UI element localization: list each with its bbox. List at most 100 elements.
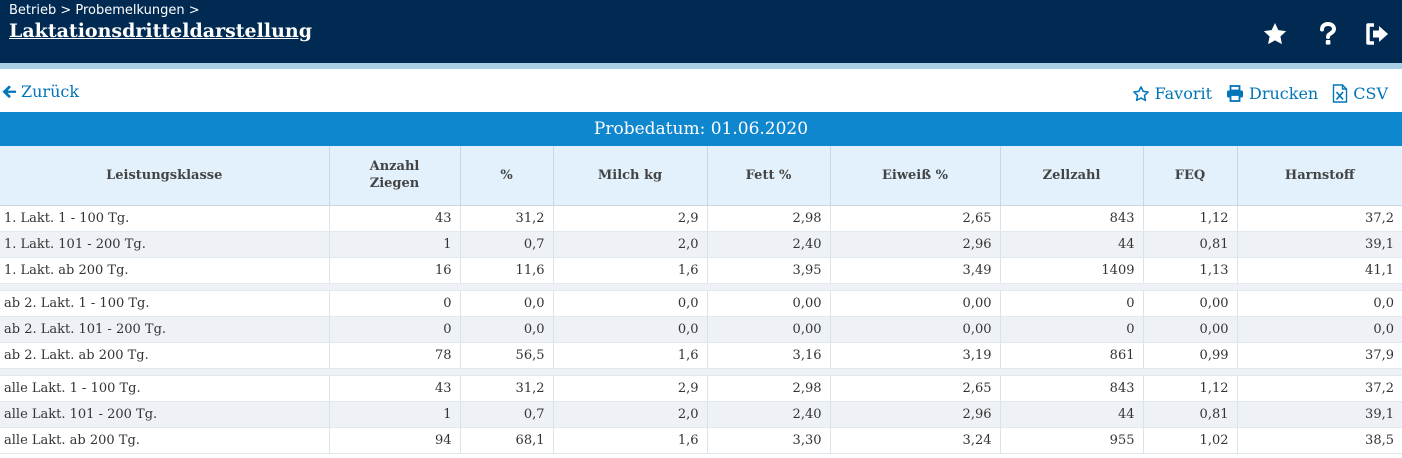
page-title[interactable]: Laktationsdritteldarstellung <box>9 20 312 42</box>
cell-harnstoff: 37,2 <box>1237 205 1402 232</box>
cell-milch: 0,0 <box>553 316 708 343</box>
group-separator-cell <box>0 283 1402 291</box>
col-header-zellzahl[interactable]: Zellzahl <box>1000 146 1144 206</box>
cell-harnstoff: 39,1 <box>1237 231 1402 258</box>
print-label: Drucken <box>1249 84 1319 103</box>
cell-zellzahl: 843 <box>1000 375 1144 402</box>
cell-milch: 1,6 <box>553 342 708 369</box>
cell-fett: 0,00 <box>707 316 831 343</box>
logout-icon[interactable] <box>1363 20 1391 48</box>
table-body: 1. Lakt. 1 - 100 Tg. 43 31,2 2,9 2,98 2,65 843… <box>0 205 1402 454</box>
cell-harnstoff: 0,0 <box>1237 290 1402 317</box>
cell-fett: 2,40 <box>707 231 831 258</box>
cell-klasse: ab 2. Lakt. ab 200 Tg. <box>0 342 330 369</box>
cell-klasse: ab 2. Lakt. 101 - 200 Tg. <box>0 316 330 343</box>
cell-anzahl: 94 <box>329 427 461 454</box>
col-header-eiweiss[interactable]: Eiweiß % <box>830 146 1001 206</box>
cell-fett: 0,00 <box>707 290 831 317</box>
cell-feq: 0,99 <box>1143 342 1238 369</box>
cell-fett: 3,16 <box>707 342 831 369</box>
table-row: ab 2. Lakt. 1 - 100 Tg. 0 0,0 0,0 0,00 0,00 0 0… <box>0 290 1402 317</box>
group-separator <box>0 283 1402 291</box>
header-stripe <box>0 63 1402 69</box>
cell-eiweiss: 3,19 <box>830 342 1001 369</box>
cell-harnstoff: 37,9 <box>1237 342 1402 369</box>
group-separator-cell <box>0 368 1402 376</box>
question-icon[interactable] <box>1314 20 1342 48</box>
cell-eiweiss: 2,96 <box>830 231 1001 258</box>
table-row: alle Lakt. ab 200 Tg. 94 68,1 1,6 3,30 3,24 95… <box>0 427 1402 454</box>
table-row: alle Lakt. 101 - 200 Tg. 1 0,7 2,0 2,40 2,96 4… <box>0 401 1402 428</box>
col-header-feq[interactable]: FEQ <box>1143 146 1238 206</box>
cell-harnstoff: 38,5 <box>1237 427 1402 454</box>
file-excel-icon <box>1333 84 1348 103</box>
arrow-left-icon <box>2 85 17 99</box>
app-header: Betrieb > Probemelkungen > Laktationsdri… <box>0 0 1402 63</box>
cell-milch: 2,0 <box>553 401 708 428</box>
col-header-fett[interactable]: Fett % <box>707 146 831 206</box>
cell-klasse: alle Lakt. 101 - 200 Tg. <box>0 401 330 428</box>
cell-anzahl: 1 <box>329 401 461 428</box>
cell-prozent: 31,2 <box>460 375 554 402</box>
cell-klasse: alle Lakt. 1 - 100 Tg. <box>0 375 330 402</box>
table-row: alle Lakt. 1 - 100 Tg. 43 31,2 2,9 2,98 2,65 8… <box>0 375 1402 402</box>
cell-feq: 0,00 <box>1143 290 1238 317</box>
col-header-anzahl-line1: Anzahl <box>369 159 420 175</box>
print-button[interactable]: Drucken <box>1226 84 1318 103</box>
cell-klasse: alle Lakt. ab 200 Tg. <box>0 427 330 454</box>
csv-label: CSV <box>1353 84 1388 103</box>
breadcrumb[interactable]: Betrieb > Probemelkungen > <box>9 3 200 18</box>
cell-milch: 1,6 <box>553 427 708 454</box>
col-header-anzahl[interactable]: Anzahl Ziegen <box>329 146 461 206</box>
cell-milch: 2,9 <box>553 205 708 232</box>
back-label: Zurück <box>21 82 80 101</box>
cell-milch: 2,9 <box>553 375 708 402</box>
cell-harnstoff: 39,1 <box>1237 401 1402 428</box>
cell-feq: 1,13 <box>1143 257 1238 284</box>
col-header-milch[interactable]: Milch kg <box>553 146 708 206</box>
cell-feq: 0,00 <box>1143 316 1238 343</box>
print-icon <box>1227 85 1244 102</box>
cell-anzahl: 43 <box>329 205 461 232</box>
cell-eiweiss: 3,49 <box>830 257 1001 284</box>
cell-klasse: 1. Lakt. 101 - 200 Tg. <box>0 231 330 258</box>
cell-prozent: 0,7 <box>460 401 554 428</box>
cell-prozent: 0,0 <box>460 290 554 317</box>
cell-prozent: 0,7 <box>460 231 554 258</box>
cell-eiweiss: 2,96 <box>830 401 1001 428</box>
cell-prozent: 31,2 <box>460 205 554 232</box>
cell-klasse: 1. Lakt. 1 - 100 Tg. <box>0 205 330 232</box>
col-header-prozent[interactable]: % <box>460 146 554 206</box>
cell-feq: 1,12 <box>1143 375 1238 402</box>
csv-button[interactable]: CSV <box>1332 84 1388 103</box>
cell-zellzahl: 44 <box>1000 401 1144 428</box>
cell-fett: 2,40 <box>707 401 831 428</box>
cell-anzahl: 16 <box>329 257 461 284</box>
cell-anzahl: 78 <box>329 342 461 369</box>
cell-zellzahl: 843 <box>1000 205 1144 232</box>
results-table-wrapper: Probedatum: 01.06.2020 Leistungsklasse A… <box>0 112 1402 454</box>
favorit-button[interactable]: Favorit <box>1132 84 1212 103</box>
group-separator <box>0 368 1402 376</box>
cell-fett: 3,30 <box>707 427 831 454</box>
toolbar-actions: Favorit Drucken CSV <box>1118 84 1388 103</box>
back-link[interactable]: Zurück <box>2 82 79 101</box>
cell-zellzahl: 955 <box>1000 427 1144 454</box>
cell-anzahl: 1 <box>329 231 461 258</box>
cell-eiweiss: 2,65 <box>830 205 1001 232</box>
cell-eiweiss: 0,00 <box>830 316 1001 343</box>
cell-fett: 3,95 <box>707 257 831 284</box>
col-header-harnstoff[interactable]: Harnstoff <box>1237 146 1402 206</box>
table-caption: Probedatum: 01.06.2020 <box>0 112 1402 146</box>
laktation-table: Leistungsklasse Anzahl Ziegen % Milch kg … <box>0 146 1402 454</box>
cell-anzahl: 0 <box>329 316 461 343</box>
star-outline-icon <box>1132 85 1149 101</box>
cell-milch: 1,6 <box>553 257 708 284</box>
cell-klasse: ab 2. Lakt. 1 - 100 Tg. <box>0 290 330 317</box>
star-icon[interactable] <box>1261 20 1289 48</box>
cell-prozent: 68,1 <box>460 427 554 454</box>
cell-anzahl: 0 <box>329 290 461 317</box>
cell-eiweiss: 2,65 <box>830 375 1001 402</box>
col-header-leistungsklasse[interactable]: Leistungsklasse <box>0 146 330 206</box>
cell-zellzahl: 0 <box>1000 290 1144 317</box>
